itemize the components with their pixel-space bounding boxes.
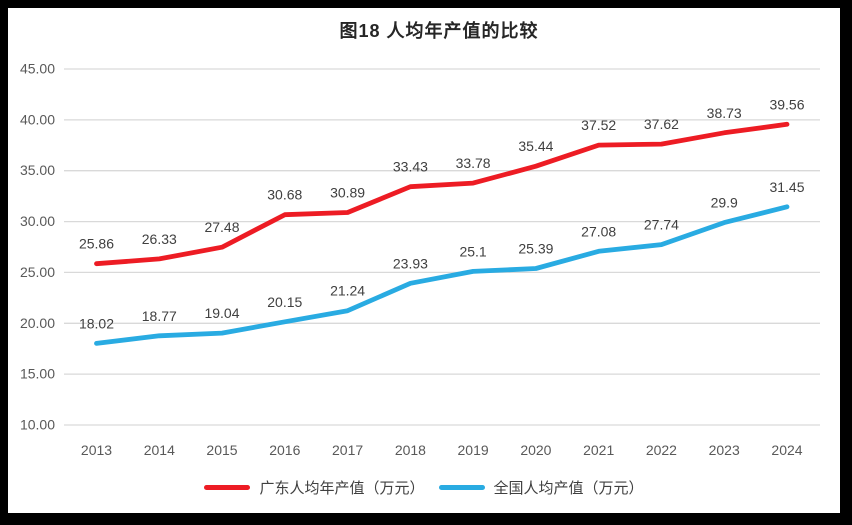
- data-label: 35.44: [518, 138, 553, 154]
- data-label: 25.1: [459, 243, 486, 259]
- y-tick-label: 10.00: [20, 417, 55, 433]
- data-label: 39.56: [769, 96, 804, 112]
- data-label: 37.52: [581, 117, 616, 133]
- legend-swatch-red-line: [204, 485, 251, 490]
- series-line-1: [94, 204, 790, 346]
- x-tick-label: 2014: [144, 442, 175, 458]
- x-tick-label: 2021: [583, 442, 614, 458]
- data-label: 30.89: [330, 185, 365, 201]
- x-tick-label: 2023: [709, 442, 740, 458]
- data-label: 27.08: [581, 223, 616, 239]
- data-label: 38.73: [707, 105, 742, 121]
- x-tick-label: 2015: [206, 442, 237, 458]
- x-tick-label: 2020: [520, 442, 551, 458]
- data-label: 30.68: [267, 187, 302, 203]
- x-tick-label: 2022: [646, 442, 677, 458]
- data-label: 33.78: [456, 155, 491, 171]
- chart-panel: 45.00 40.00 35.00 30.00 25.00 20.00 15.00 10.00…: [8, 8, 840, 513]
- y-tick-label: 45.00: [20, 61, 55, 77]
- data-label: 23.93: [393, 255, 428, 271]
- data-label: 33.43: [393, 159, 428, 175]
- legend-label-guangdong: 广东人均年产值（万元）: [259, 480, 425, 497]
- data-label: 26.33: [142, 231, 177, 247]
- data-label: 27.74: [644, 217, 679, 233]
- y-tick-label: 40.00: [20, 111, 55, 127]
- data-label: 25.39: [518, 241, 553, 257]
- data-label: 25.86: [79, 236, 114, 252]
- y-tick-label: 30.00: [20, 213, 55, 229]
- chart-legend: 广东人均年产值（万元） 全国人均产值（万元）: [8, 477, 840, 498]
- data-label: 19.04: [204, 305, 239, 321]
- line-chart-plot: 45.00 40.00 35.00 30.00 25.00 20.00 15.00 10.00…: [20, 61, 820, 458]
- series-line-0: [94, 121, 790, 267]
- x-tick-label: 2018: [395, 442, 426, 458]
- y-tick-label: 20.00: [20, 315, 55, 331]
- x-tick-label: 2019: [458, 442, 489, 458]
- data-label: 29.9: [711, 195, 738, 211]
- y-tick-label: 25.00: [20, 264, 55, 280]
- legend-item-guangdong: 广东人均年产值（万元）: [204, 477, 425, 498]
- x-tick-label: 2013: [81, 442, 112, 458]
- x-tick-label: 2024: [771, 442, 802, 458]
- data-label: 27.48: [204, 219, 239, 235]
- legend-label-national: 全国人均产值（万元）: [493, 480, 644, 497]
- y-tick-label: 15.00: [20, 366, 55, 382]
- data-label: 20.15: [267, 294, 302, 310]
- data-label: 37.62: [644, 116, 679, 132]
- data-label: 31.45: [769, 179, 804, 195]
- data-label: 21.24: [330, 283, 365, 299]
- legend-swatch-blue-line: [438, 485, 485, 490]
- y-tick-label: 35.00: [20, 162, 55, 178]
- data-label: 18.02: [79, 315, 114, 331]
- data-label: 18.77: [142, 308, 177, 324]
- chart-title: 图18 人均年产值的比较: [339, 21, 539, 41]
- x-tick-label: 2017: [332, 442, 363, 458]
- legend-item-national: 全国人均产值（万元）: [438, 477, 644, 498]
- x-tick-label: 2016: [269, 442, 300, 458]
